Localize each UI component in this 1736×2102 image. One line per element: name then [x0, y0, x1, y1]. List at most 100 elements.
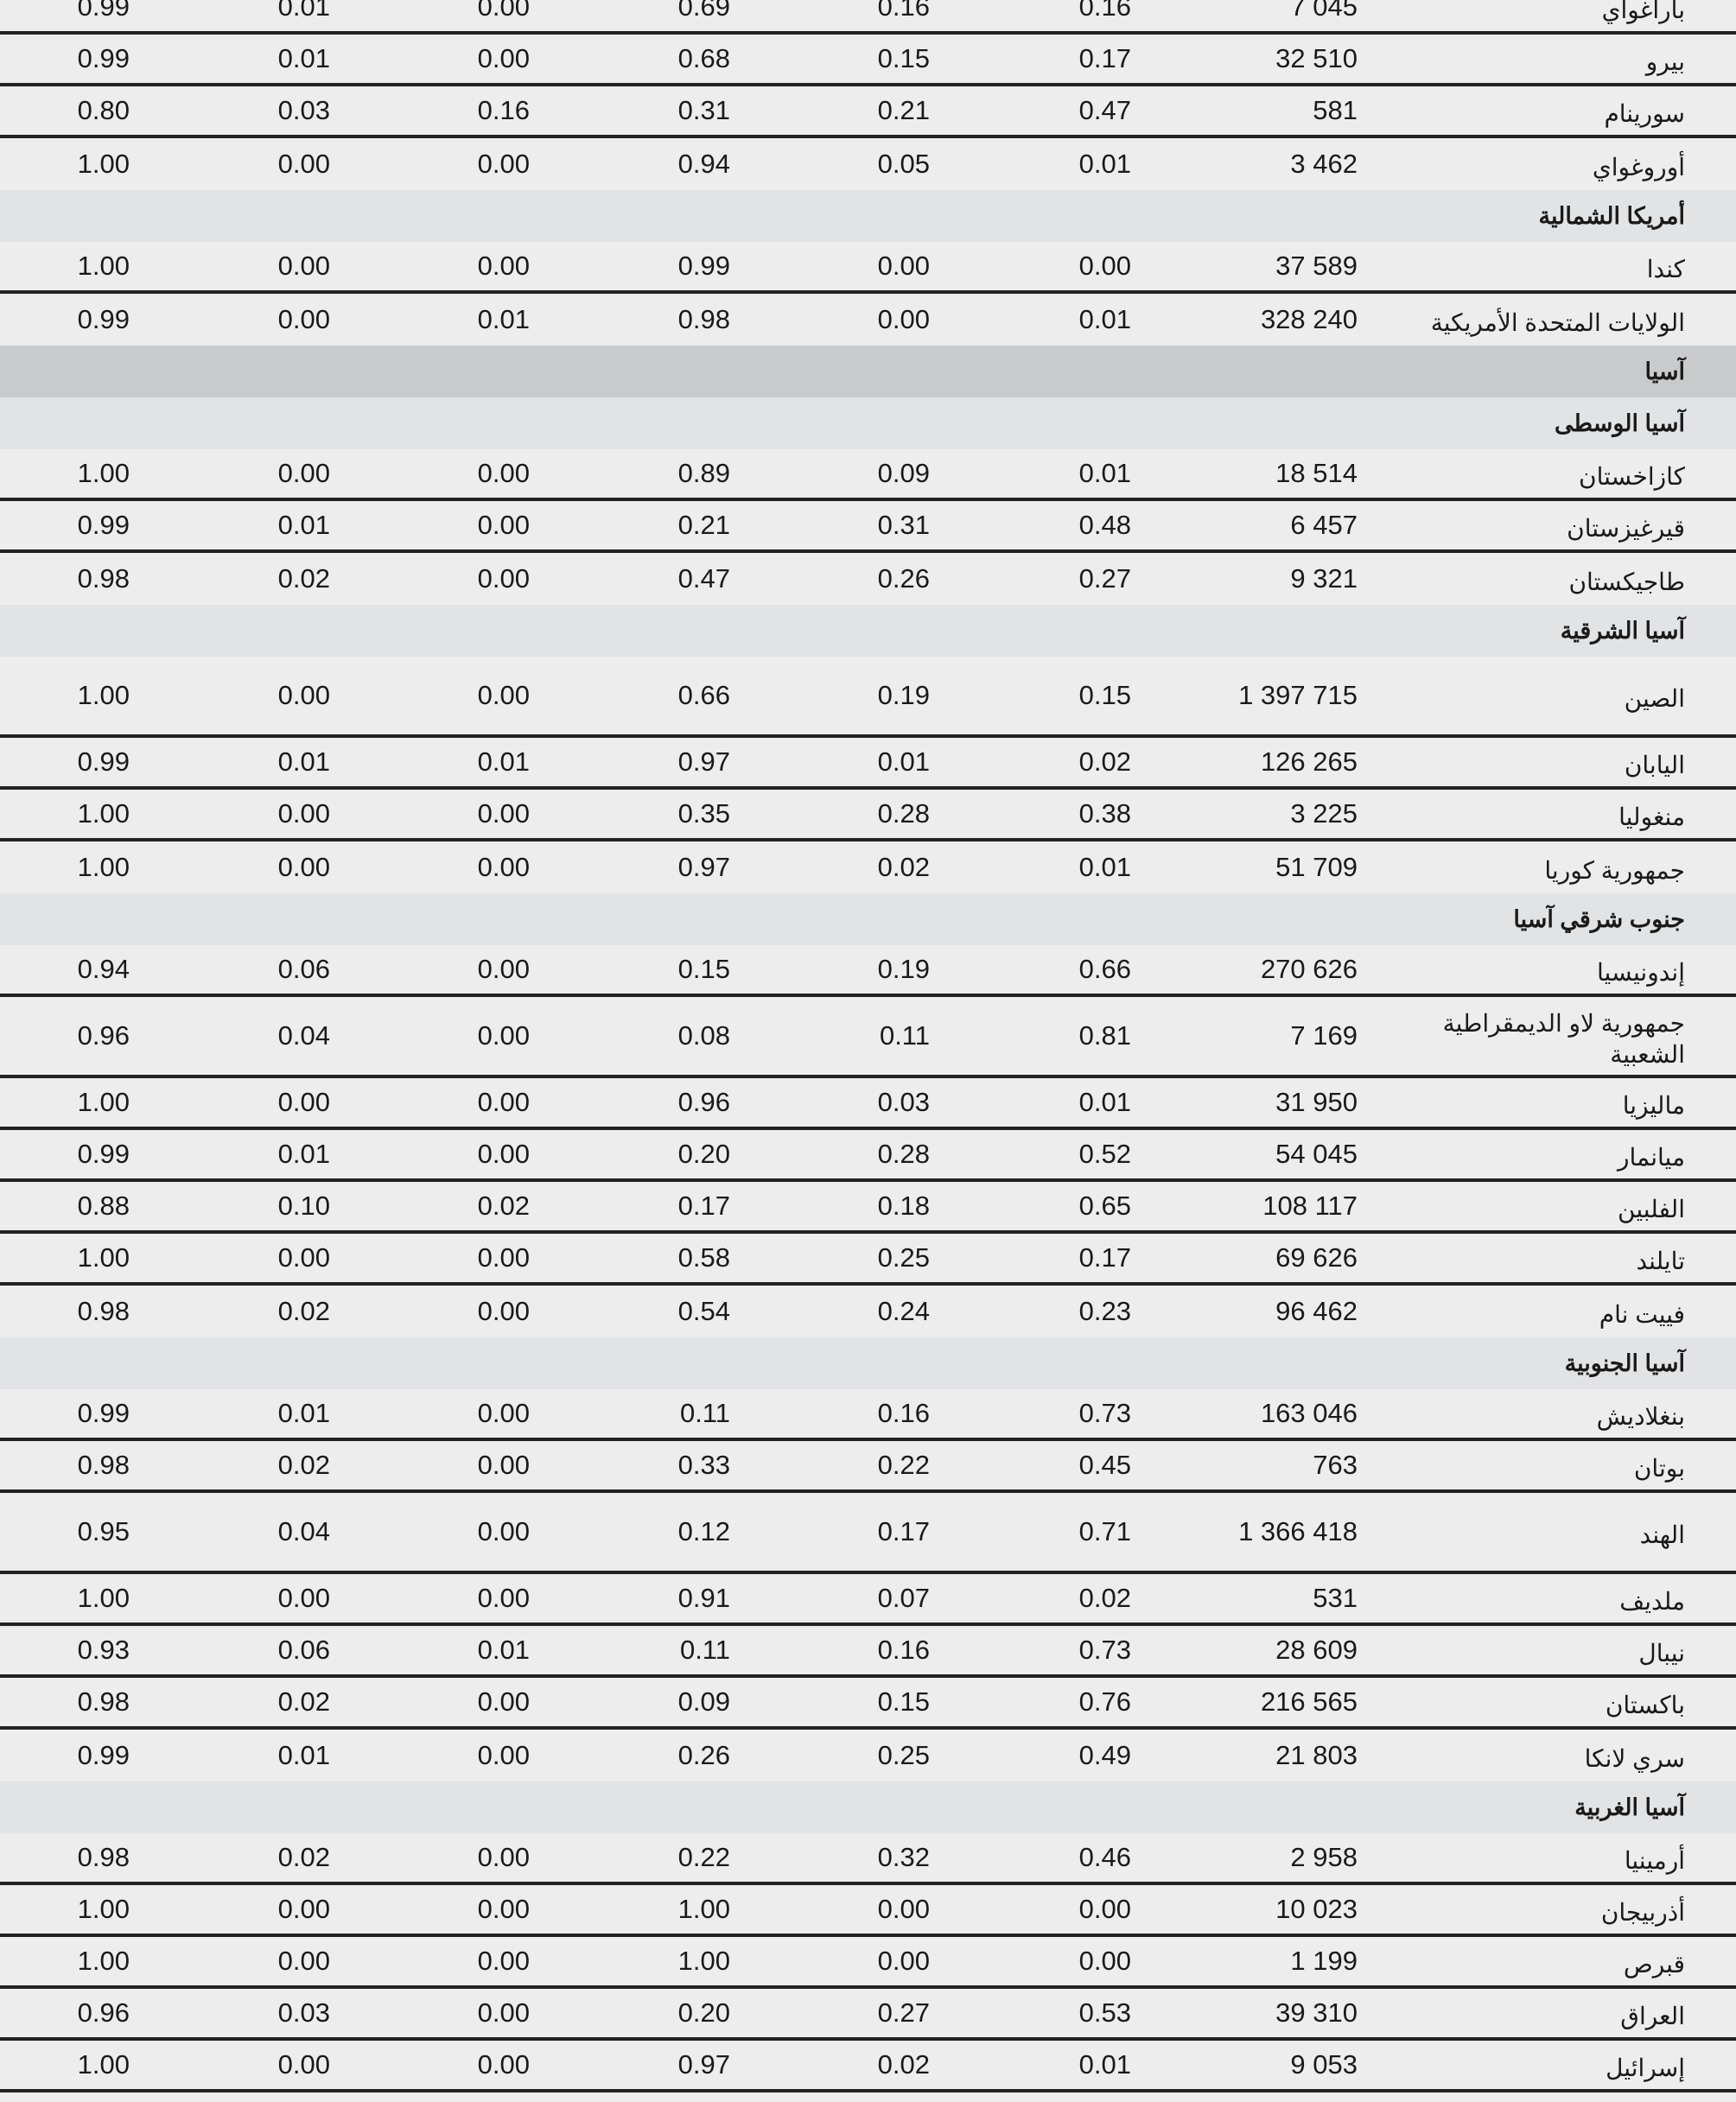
value-cell: 1.00 — [77, 1583, 130, 1613]
value-cell: 0.01 — [277, 0, 330, 22]
population-cell: 216 565 — [1260, 1686, 1358, 1717]
value-cell: 0.03 — [277, 95, 330, 125]
value-cell: 0.01 — [277, 43, 330, 73]
country-name: العراق — [1620, 2003, 1685, 2029]
table-row: الفلبين 108 117 0.65 0.18 0.17 0.02 0.10 0.88 — [0, 1182, 1736, 1234]
value-cell: 0.00 — [1078, 1946, 1131, 1976]
value-cell: 0.73 — [1078, 1635, 1131, 1665]
country-name: سورينام — [1604, 100, 1685, 127]
value-cell: 1.00 — [77, 2049, 130, 2080]
value-cell: 0.26 — [677, 1740, 730, 1770]
table-row: باراغواي 7 045 0.16 0.16 0.69 0.00 0.01 0.99 — [0, 0, 1736, 35]
population-cell: 6 457 — [1290, 510, 1358, 540]
value-cell: 0.99 — [77, 510, 130, 540]
table-row: ماليزيا 31 950 0.01 0.03 0.96 0.00 0.00 1.00 — [0, 1078, 1736, 1130]
value-cell: 0.01 — [477, 746, 530, 777]
value-cell: 0.96 — [77, 1020, 130, 1051]
value-cell: 0.00 — [477, 1997, 530, 2028]
value-cell: 0.97 — [677, 746, 730, 777]
population-cell: 581 — [1313, 95, 1358, 125]
region-header-row: آسيا الغربية — [0, 1781, 1736, 1833]
value-cell: 0.47 — [1078, 95, 1131, 125]
value-cell: 0.98 — [77, 1842, 130, 1872]
value-cell: 0.02 — [877, 2049, 930, 2080]
value-cell: 0.27 — [1078, 563, 1131, 594]
country-name: طاجيكستان — [1568, 568, 1685, 595]
value-cell: 0.00 — [277, 251, 330, 281]
population-cell: 3 225 — [1290, 798, 1358, 829]
value-cell: 0.01 — [1078, 458, 1131, 488]
table-row: نيبال 28 609 0.73 0.16 0.11 0.01 0.06 0.93 — [0, 1626, 1736, 1678]
table-row: سورينام 581 0.47 0.21 0.31 0.16 0.03 0.80 — [0, 86, 1736, 138]
value-cell: 0.00 — [477, 563, 530, 594]
value-cell: 0.17 — [1078, 1242, 1131, 1273]
value-cell: 1.00 — [677, 1946, 730, 1976]
value-cell: 0.01 — [1078, 149, 1131, 179]
country-name: الولايات المتحدة الأمريكية — [1430, 309, 1685, 336]
value-cell: 0.98 — [677, 304, 730, 334]
table-row: العراق 39 310 0.53 0.27 0.20 0.00 0.03 0.96 — [0, 1989, 1736, 2041]
value-cell: 0.01 — [1078, 2049, 1131, 2080]
value-cell: 0.01 — [477, 304, 530, 334]
continent-name: آسيا — [1644, 359, 1686, 384]
value-cell: 0.00 — [477, 1296, 530, 1326]
country-name: اليابان — [1624, 752, 1685, 778]
value-cell: 0.15 — [877, 43, 930, 73]
value-cell: 0.00 — [477, 1894, 530, 1924]
value-cell: 0.65 — [1078, 1191, 1131, 1221]
value-cell: 0.00 — [277, 458, 330, 488]
country-name: منغوليا — [1618, 803, 1685, 830]
population-cell: 31 950 — [1275, 1087, 1358, 1117]
value-cell: 0.66 — [1078, 954, 1131, 984]
country-name: الفلبين — [1618, 1196, 1685, 1222]
country-name: إسرائيل — [1606, 2054, 1685, 2081]
value-cell: 0.03 — [277, 1997, 330, 2028]
population-cell: 96 462 — [1275, 1296, 1358, 1326]
value-cell: 0.19 — [877, 680, 930, 710]
country-name: كندا — [1646, 256, 1685, 283]
value-cell: 0.00 — [877, 1894, 930, 1924]
table-row: الهند 1 366 418 0.71 0.17 0.12 0.00 0.04 0.95 — [0, 1493, 1736, 1574]
value-cell: 0.15 — [677, 954, 730, 984]
value-cell: 0.97 — [677, 2049, 730, 2080]
country-name: بنغلاديش — [1596, 1403, 1685, 1430]
value-cell: 0.52 — [1078, 1139, 1131, 1169]
value-cell: 0.99 — [677, 251, 730, 281]
value-cell: 0.17 — [1078, 43, 1131, 73]
value-cell: 0.46 — [1078, 1842, 1131, 1872]
population-cell: 1 199 — [1290, 1946, 1358, 1976]
table-row: أوروغواي 3 462 0.01 0.05 0.94 0.00 0.00 1.00 — [0, 138, 1736, 190]
value-cell: 0.00 — [477, 1139, 530, 1169]
population-cell: 51 709 — [1275, 852, 1358, 882]
value-cell: 0.00 — [277, 1946, 330, 1976]
region-header-row: آسيا الوسطى — [0, 397, 1736, 449]
value-cell: 0.45 — [1078, 1450, 1131, 1480]
population-cell: 328 240 — [1260, 304, 1358, 334]
population-cell: 37 589 — [1275, 251, 1358, 281]
population-cell: 9 321 — [1290, 563, 1358, 594]
table-row: ميانمار 54 045 0.52 0.28 0.20 0.00 0.01 0.99 — [0, 1130, 1736, 1182]
value-cell: 0.01 — [277, 746, 330, 777]
country-name: ميانمار — [1617, 1144, 1685, 1171]
value-cell: 0.58 — [677, 1242, 730, 1273]
value-cell: 0.98 — [77, 1686, 130, 1717]
value-cell: 0.06 — [277, 1635, 330, 1665]
value-cell: 0.00 — [477, 852, 530, 882]
value-cell: 0.69 — [677, 0, 730, 22]
value-cell: 0.76 — [1078, 1686, 1131, 1717]
population-cell: 32 510 — [1275, 43, 1358, 73]
value-cell: 0.17 — [677, 1191, 730, 1221]
value-cell: 0.01 — [477, 1635, 530, 1665]
table-row: بنغلاديش 163 046 0.73 0.16 0.11 0.00 0.01 0.99 — [0, 1389, 1736, 1441]
value-cell: 0.80 — [77, 95, 130, 125]
value-cell: 0.00 — [477, 1020, 530, 1051]
population-cell: 21 803 — [1275, 1740, 1358, 1770]
value-cell: 0.68 — [677, 43, 730, 73]
country-name: الهند — [1639, 1521, 1685, 1548]
value-cell: 0.01 — [277, 510, 330, 540]
value-cell: 0.00 — [277, 798, 330, 829]
value-cell: 0.16 — [877, 1398, 930, 1428]
value-cell: 0.04 — [277, 1020, 330, 1051]
population-cell: 9 053 — [1290, 2049, 1358, 2080]
